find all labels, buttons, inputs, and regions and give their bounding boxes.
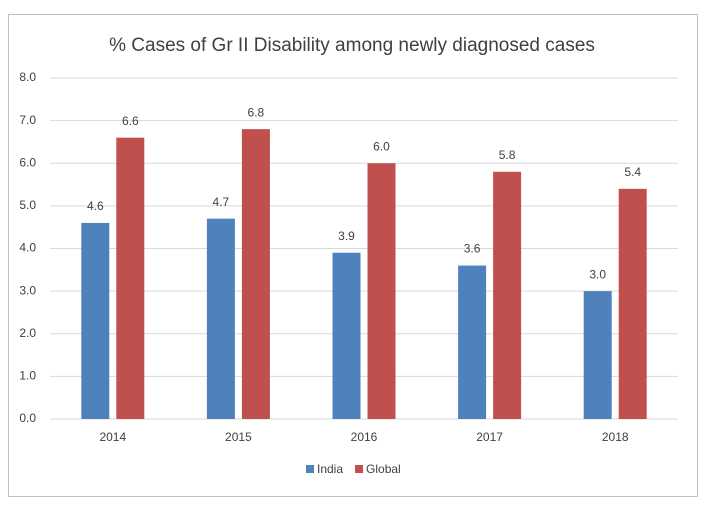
data-label: 5.8 — [499, 148, 516, 162]
y-tick-label: 0.0 — [19, 411, 36, 425]
bar — [493, 171, 522, 419]
legend-swatch — [355, 465, 364, 473]
bar — [458, 265, 487, 419]
data-label: 6.0 — [373, 139, 390, 153]
y-tick-label: 7.0 — [19, 113, 36, 127]
x-tick-label: 2016 — [351, 430, 378, 444]
data-label: 4.7 — [213, 195, 230, 209]
data-label: 3.9 — [338, 229, 355, 243]
y-tick-label: 4.0 — [19, 241, 36, 255]
legend-swatch — [306, 465, 314, 473]
x-tick-label: 2014 — [99, 430, 126, 444]
y-tick-label: 2.0 — [19, 326, 36, 340]
bar — [81, 222, 110, 419]
bar — [618, 188, 647, 419]
legend-label: India — [317, 462, 343, 476]
x-tick-label: 2017 — [476, 430, 503, 444]
bar — [583, 291, 612, 419]
x-tick-label: 2018 — [602, 430, 629, 444]
chart-title: % Cases of Gr II Disability among newly … — [109, 35, 595, 56]
data-label: 6.6 — [122, 114, 139, 128]
bar — [116, 137, 145, 420]
y-tick-label: 5.0 — [19, 198, 36, 212]
y-tick-label: 6.0 — [19, 155, 36, 169]
y-tick-label: 3.0 — [19, 283, 36, 297]
bar — [367, 163, 396, 419]
x-tick-label: 2015 — [225, 430, 252, 444]
data-label: 3.6 — [464, 242, 481, 256]
data-label: 5.4 — [624, 165, 641, 179]
bar — [206, 218, 235, 419]
bar — [241, 129, 270, 419]
data-label: 3.0 — [589, 267, 606, 281]
y-tick-label: 1.0 — [19, 369, 36, 383]
data-label: 6.8 — [248, 105, 265, 119]
y-tick-label: 8.0 — [19, 70, 36, 84]
bar — [332, 252, 361, 419]
legend-label: Global — [366, 462, 401, 476]
data-label: 4.6 — [87, 199, 104, 213]
